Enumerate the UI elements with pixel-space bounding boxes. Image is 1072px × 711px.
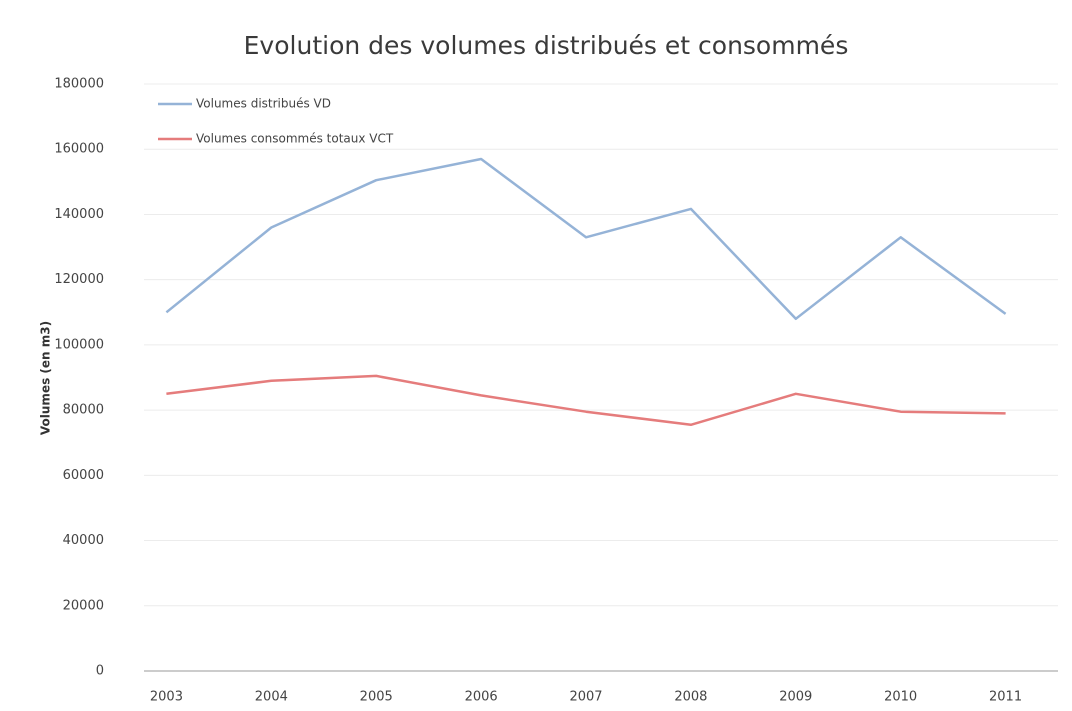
y-axis-label: Volumes (en m3) [39,321,53,435]
y-tick-label: 180000 [54,77,104,92]
chart-title: Evolution des volumes distribués et cons… [244,31,849,60]
x-tick-label: 2011 [989,690,1022,705]
series-line [165,157,1007,321]
y-tick-label: 60000 [63,468,104,483]
y-tick-label: 160000 [54,142,104,157]
series-line [166,374,1006,427]
x-tick-label: 2007 [569,690,602,705]
x-tick-label: 2009 [779,690,812,705]
x-tick-label: 2006 [465,690,498,705]
y-tick-label: 100000 [54,337,104,352]
y-tick-label: 0 [96,664,104,679]
y-tick-label: 120000 [54,272,104,287]
legend-label: Volumes consommés totaux VCT [196,132,394,146]
legend-label: Volumes distribués VD [196,97,331,111]
x-tick-label: 2010 [884,690,917,705]
x-tick-label: 2004 [255,690,288,705]
y-tick-label: 20000 [63,598,104,613]
y-tick-label: 40000 [63,533,104,548]
x-tick-label: 2008 [674,690,707,705]
x-tick-label: 2005 [360,690,393,705]
y-tick-label: 80000 [63,403,104,418]
x-tick-label: 2003 [150,690,183,705]
y-tick-label: 140000 [54,207,104,222]
